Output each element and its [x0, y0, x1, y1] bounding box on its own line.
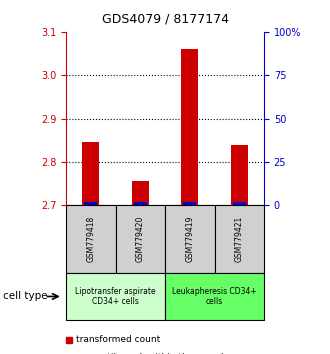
Text: GSM779418: GSM779418	[86, 216, 95, 262]
Text: transformed count: transformed count	[76, 335, 160, 344]
Bar	[165, 205, 214, 273]
Bar	[181, 49, 198, 205]
Text: Leukapheresis CD34+
cells: Leukapheresis CD34+ cells	[172, 287, 257, 306]
Bar	[134, 202, 147, 205]
Bar	[82, 142, 99, 205]
Text: cell type: cell type	[3, 291, 48, 302]
Bar	[84, 202, 97, 205]
Bar	[233, 202, 246, 205]
Bar	[214, 205, 264, 273]
Text: GSM779421: GSM779421	[235, 216, 244, 262]
Bar	[132, 182, 149, 205]
Text: Lipotransfer aspirate
CD34+ cells: Lipotransfer aspirate CD34+ cells	[75, 287, 156, 306]
Bar	[165, 273, 264, 320]
Bar	[183, 202, 196, 205]
Bar	[66, 205, 115, 273]
Bar	[66, 273, 165, 320]
Text: GDS4079 / 8177174: GDS4079 / 8177174	[102, 12, 228, 25]
Bar	[115, 205, 165, 273]
Text: GSM779420: GSM779420	[136, 216, 145, 262]
Text: percentile rank within the sample: percentile rank within the sample	[76, 353, 229, 354]
Text: GSM779419: GSM779419	[185, 216, 194, 262]
Bar	[231, 145, 248, 205]
